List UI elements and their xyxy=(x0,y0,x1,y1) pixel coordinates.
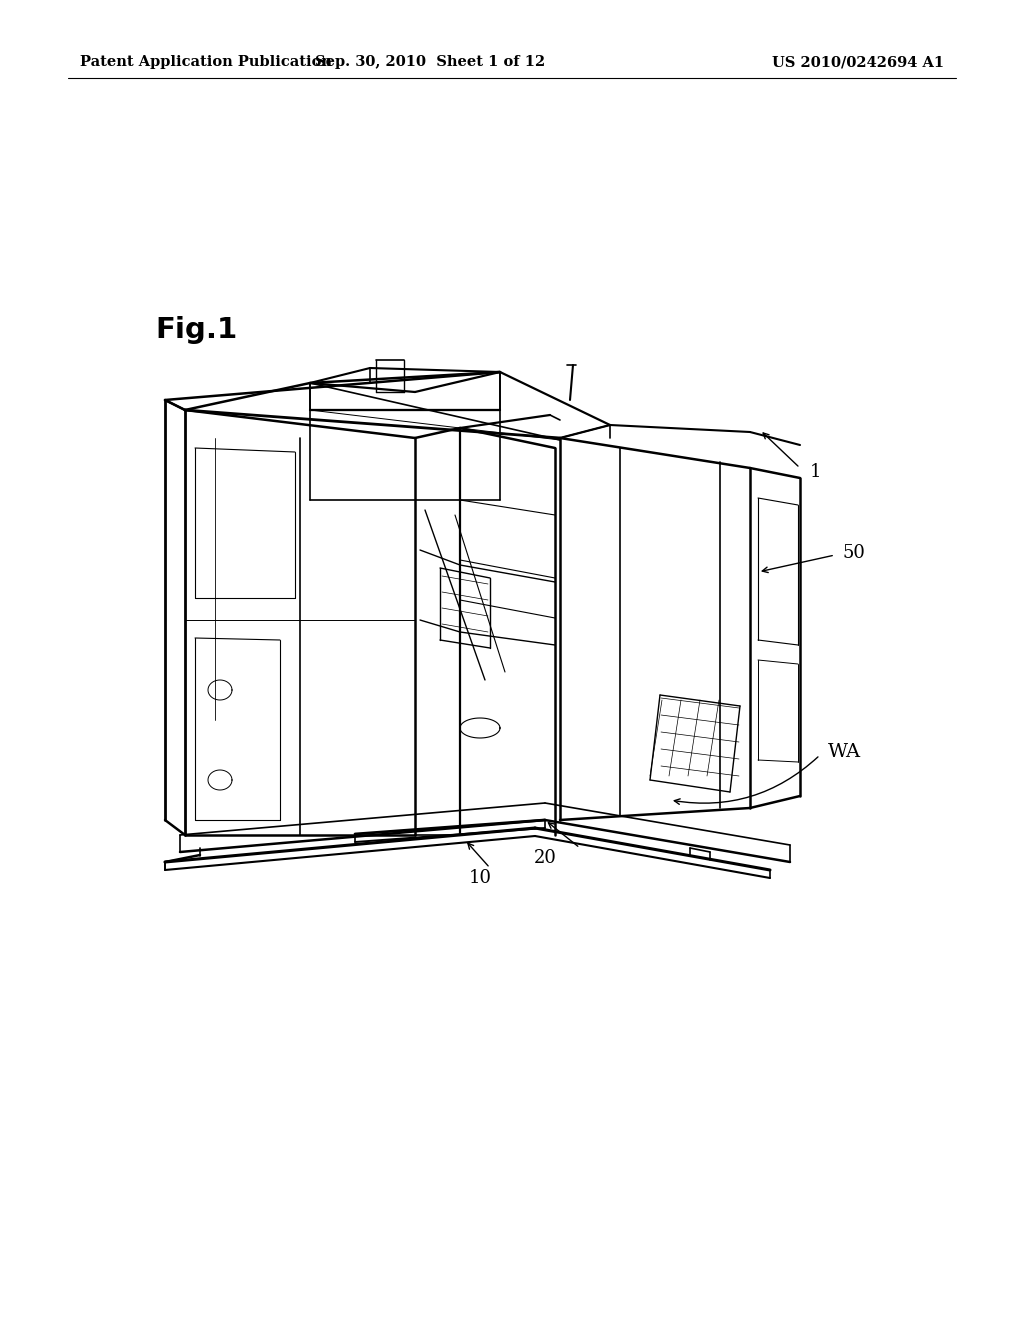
Text: Sep. 30, 2010  Sheet 1 of 12: Sep. 30, 2010 Sheet 1 of 12 xyxy=(314,55,545,69)
Text: Patent Application Publication: Patent Application Publication xyxy=(80,55,332,69)
Text: 10: 10 xyxy=(469,869,492,887)
Text: 50: 50 xyxy=(842,544,865,562)
Text: US 2010/0242694 A1: US 2010/0242694 A1 xyxy=(772,55,944,69)
Text: Fig.1: Fig.1 xyxy=(155,315,238,345)
Text: 1: 1 xyxy=(810,463,821,480)
Text: WA: WA xyxy=(828,743,861,762)
Text: 20: 20 xyxy=(534,849,556,867)
